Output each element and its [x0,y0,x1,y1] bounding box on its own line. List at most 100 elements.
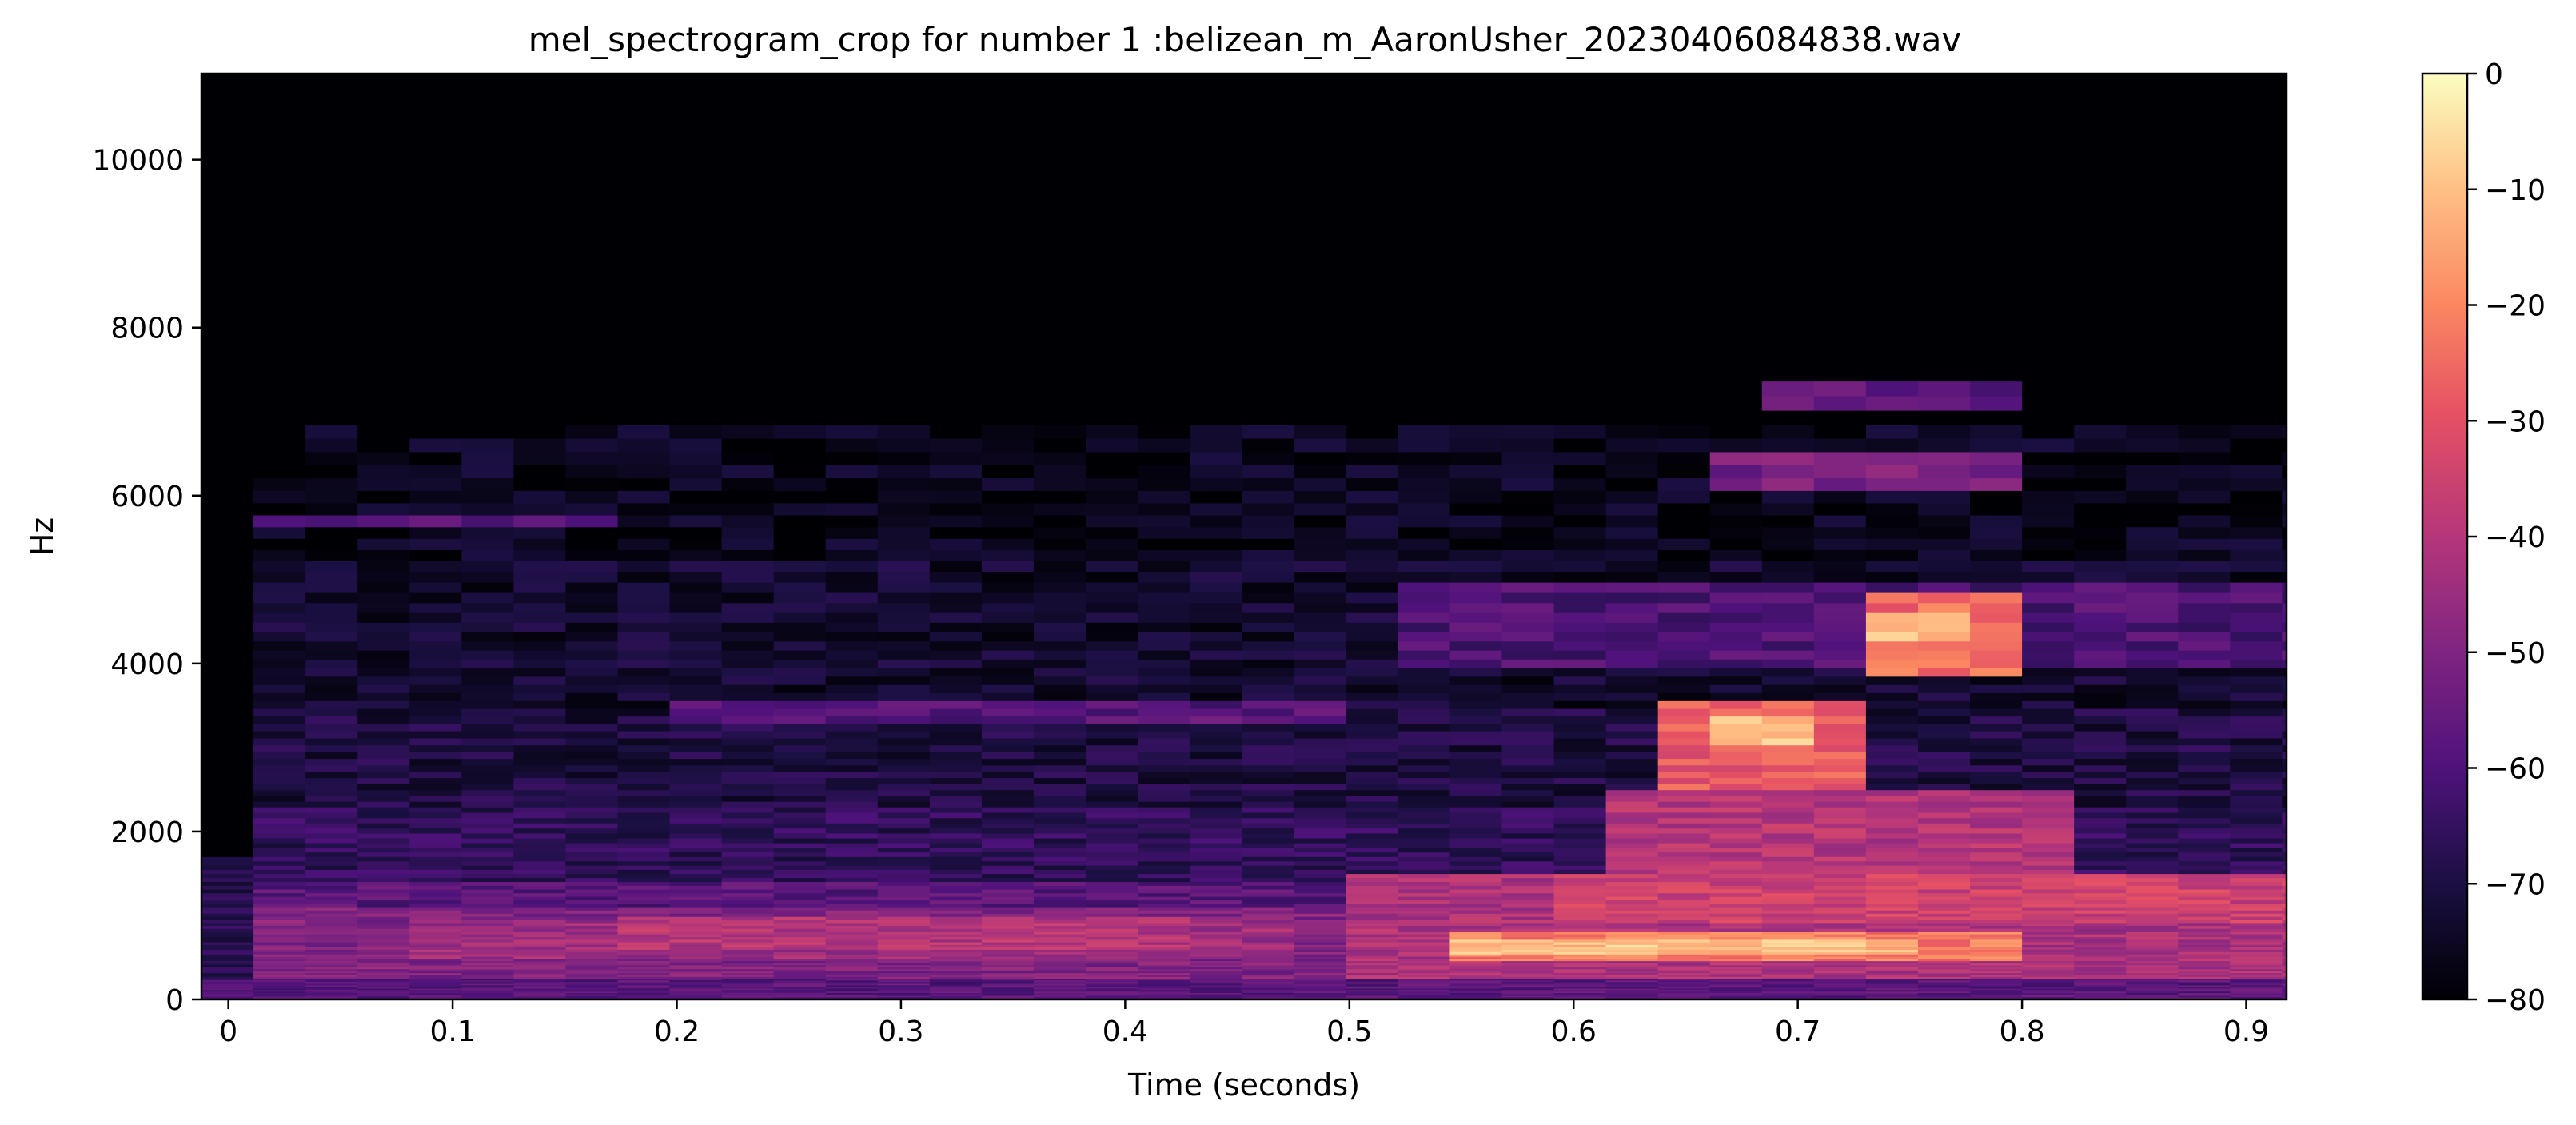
heatmap-cell [981,881,1035,886]
heatmap-cell [1501,922,1555,927]
heatmap-cell [669,976,723,979]
heatmap-cell [1242,942,1294,945]
heatmap-cell [1761,716,1815,724]
heatmap-cell [565,964,619,967]
heatmap-cell [825,984,879,987]
heatmap-cell [825,956,879,959]
heatmap-cell [1033,960,1087,963]
heatmap-cell [721,987,775,991]
heatmap-cell [721,920,775,924]
heatmap-cell [1761,995,1815,998]
heatmap-cell [1865,942,1919,945]
heatmap-cell [929,936,983,940]
heatmap-cell [2074,900,2127,904]
heatmap-cell [461,892,514,897]
heatmap-cell [513,968,567,971]
heatmap-cell [1501,764,1555,772]
heatmap-cell [721,301,775,320]
heatmap-cell [461,942,514,945]
heatmap-cell [1138,865,1190,870]
heatmap-cell [201,928,254,932]
heatmap-cell [1605,395,1659,411]
heatmap-cell [1086,967,1138,970]
heatmap-cell [1398,960,1451,963]
heatmap-cell [461,865,514,870]
heatmap-cell [1086,903,1138,908]
heatmap-cell [1605,913,1659,917]
heatmap-cell [305,994,358,996]
heatmap-cell [305,828,358,834]
heatmap-cell [1709,823,1763,829]
heatmap-cell [409,956,462,959]
heatmap-cell [1553,989,1607,992]
heatmap-cell [1033,949,1087,952]
heatmap-cell [2022,888,2075,894]
heatmap-cell [1709,801,1763,808]
heatmap-cell [2074,994,2127,996]
heatmap-cell [513,716,567,724]
heatmap-cell [1346,490,1398,504]
heatmap-cell [1033,847,1087,853]
heatmap-cell [929,549,983,561]
heatmap-cell [305,668,358,677]
heatmap-cell [929,964,983,967]
heatmap-cell [1657,285,1711,303]
heatmap-cell [929,801,983,808]
heatmap-cell [1917,477,1971,491]
heatmap-cell [1501,334,1555,352]
heatmap-cell [2178,318,2231,336]
heatmap-cell [1553,892,1607,897]
heatmap-cell [565,978,619,981]
heatmap-cell [929,987,983,991]
heatmap-cell [2178,801,2231,808]
heatmap-cell [2126,156,2179,177]
heatmap-cell [1033,301,1087,320]
heatmap-cell [1813,963,1867,966]
heatmap-cell [305,888,358,894]
heatmap-cell [1242,847,1294,853]
heatmap-cell [201,381,254,397]
heatmap-cell [409,659,462,668]
heatmap-cell [1605,777,1659,784]
heatmap-cell [877,232,931,251]
heatmap-cell [825,922,879,927]
heatmap-cell [2126,213,2179,233]
heatmap-cell [721,832,775,839]
heatmap-cell [981,758,1035,766]
heatmap-cell [1086,995,1138,998]
heatmap-cell [1657,176,1711,197]
heatmap-cell [1346,708,1398,717]
heatmap-cell [1970,971,2023,974]
heatmap-cell [825,991,879,994]
heatmap-cell [1138,869,1190,875]
heatmap-cell [1761,913,1815,917]
heatmap-cell [1190,974,1242,977]
heatmap-cell [877,549,931,561]
heatmap-cell [877,318,931,336]
heatmap-cell [1294,852,1346,857]
heatmap-cell [1970,514,2023,528]
heatmap-cell [2022,684,2075,693]
heatmap-cell [1033,350,1087,367]
heatmap-cell [305,250,358,269]
heatmap-cell [305,758,358,766]
heatmap-cell [981,907,1035,911]
heatmap-cell [1449,837,1503,844]
heatmap-cell [1033,437,1087,453]
heatmap-cell [1553,807,1607,813]
heatmap-cell [1709,752,1763,760]
heatmap-cell [1346,913,1398,917]
heatmap-cell [565,976,619,979]
heatmap-cell [877,477,931,491]
heatmap-cell [1553,410,1607,425]
heatmap-cell [981,951,1035,955]
heatmap-cell [929,974,983,977]
heatmap-cell [1553,395,1607,411]
heatmap-cell [1605,365,1659,382]
heatmap-cell [1813,477,1867,491]
heatmap-cell [2178,708,2231,717]
heatmap-cell [253,996,306,999]
heatmap-cell [565,873,619,879]
heatmap-cell [1605,987,1659,991]
heatmap-cell [357,852,410,857]
